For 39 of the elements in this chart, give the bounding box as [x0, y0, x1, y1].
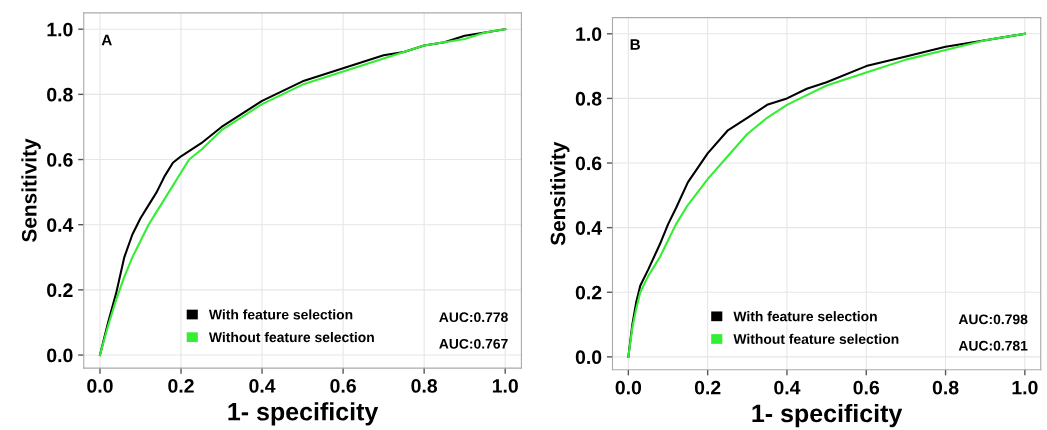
- y-tick-label: 0.8: [575, 91, 602, 106]
- x-tick-label: 0.6: [330, 379, 356, 393]
- annotation: AUC:0.781: [958, 340, 1028, 351]
- annotation: AUC:0.798: [958, 314, 1028, 325]
- y-tick-label: 0.6: [47, 153, 73, 167]
- x-tick-label: 1.0: [492, 379, 518, 393]
- y-tick-label: 0.4: [47, 218, 74, 232]
- y-tick-label: 1.0: [576, 27, 602, 42]
- text: A: [101, 34, 112, 46]
- legend-label: Without feature selection: [208, 331, 374, 343]
- y-tick-label: 0.0: [47, 348, 73, 363]
- annotation: AUC:0.767: [439, 338, 508, 349]
- annotation: AUC:0.778: [439, 312, 508, 323]
- legend-label: Without feature selection: [733, 333, 899, 344]
- y-tick-label: 1.0: [47, 22, 73, 37]
- x-tick-label: 0.4: [774, 380, 801, 395]
- x-axis-title: 1- specificity: [228, 402, 379, 426]
- line-series: [627, 32, 1026, 358]
- x-tick-label: 0.4: [249, 379, 276, 393]
- x-tick-label: 0.6: [853, 380, 880, 395]
- x-tick-label: 0.0: [615, 380, 642, 395]
- y-tick-label: 0.4: [575, 221, 602, 235]
- y-tick-label: 0.6: [575, 156, 602, 171]
- x-tick-label: 0.0: [87, 379, 113, 393]
- x-tick-label: 0.2: [694, 380, 721, 395]
- y-axis-title: Sensitivity: [550, 141, 570, 246]
- y-tick-label: 0.0: [575, 350, 602, 365]
- legend-label: With feature selection: [733, 311, 877, 322]
- x-axis-title: 1- specificity: [752, 403, 903, 428]
- x-tick-label: 0.8: [932, 380, 959, 395]
- x-tick-label: 0.8: [411, 379, 438, 393]
- y-tick-label: 0.2: [575, 285, 602, 300]
- x-tick-label: 1.0: [1012, 380, 1038, 395]
- y-tick-label: 0.2: [47, 283, 73, 298]
- y-axis-title: Sensitivity: [21, 138, 41, 242]
- text: B: [630, 39, 640, 50]
- y-tick-label: 0.8: [47, 87, 73, 102]
- legend-label: With feature selection: [208, 309, 353, 320]
- x-tick-label: 0.2: [168, 379, 194, 393]
